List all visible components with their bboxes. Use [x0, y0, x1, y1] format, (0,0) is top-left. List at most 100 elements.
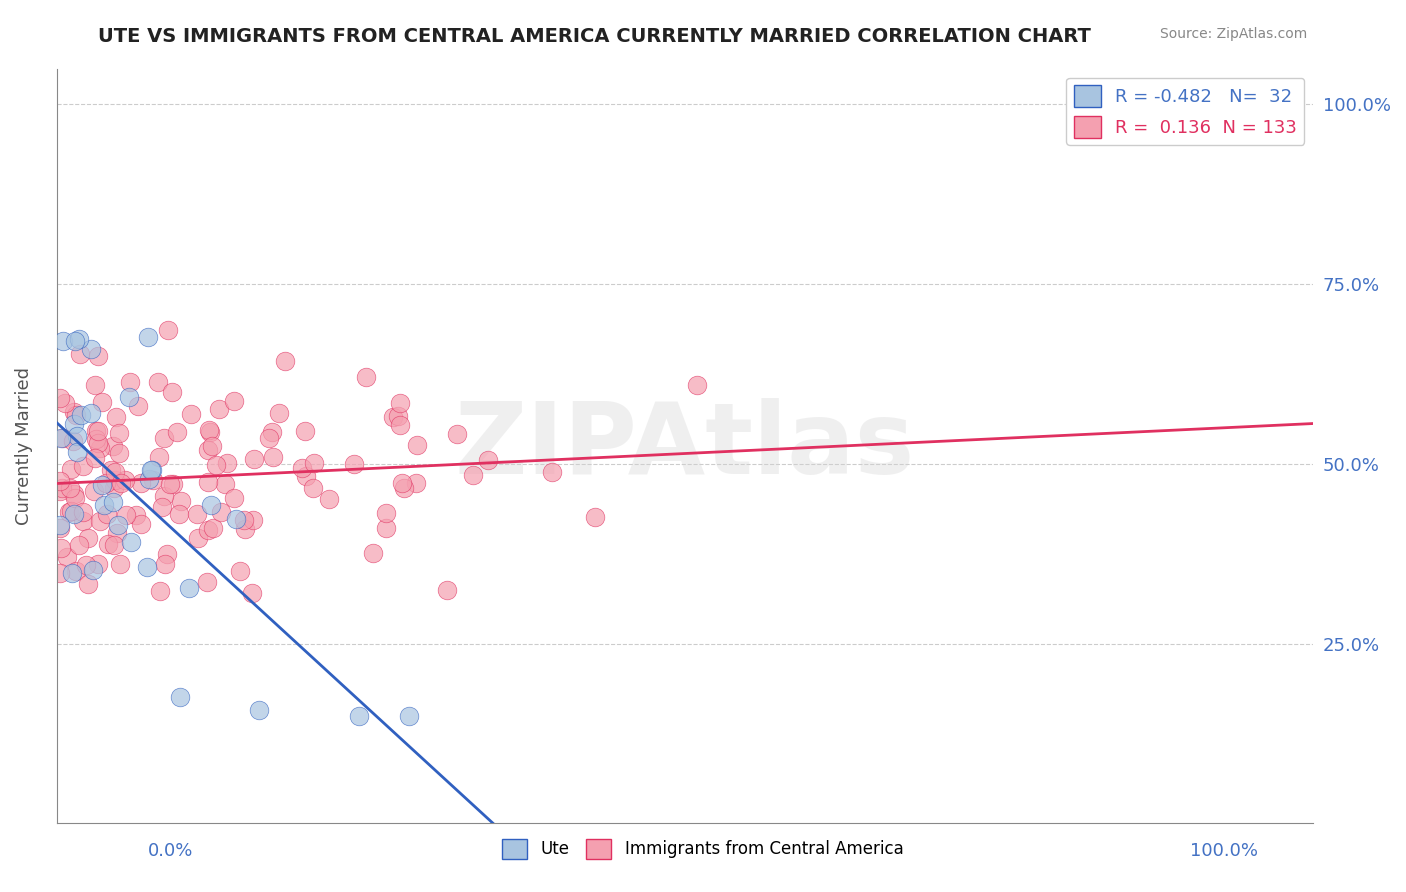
Point: [62, 434, 84, 448]
Point: [96, 508, 118, 522]
Point: [149, 583, 172, 598]
Point: [318, 491, 340, 506]
Point: [129, 516, 152, 531]
Point: [200, 498, 222, 512]
Point: [156, 547, 179, 561]
Point: [93, 498, 115, 512]
Point: [477, 452, 499, 467]
Point: [388, 396, 411, 410]
Point: [186, 508, 208, 522]
Point: [200, 439, 222, 453]
Point: [157, 323, 180, 337]
Point: [141, 463, 163, 477]
Point: [62, 417, 84, 432]
Point: [162, 384, 184, 399]
Point: [387, 409, 409, 423]
Point: [89, 515, 111, 529]
Point: [354, 370, 377, 384]
Point: [103, 538, 125, 552]
Point: [69, 347, 91, 361]
Point: [86, 424, 108, 438]
Point: [103, 495, 125, 509]
Point: [84, 378, 107, 392]
Point: [685, 378, 707, 392]
Point: [302, 482, 325, 496]
Point: [197, 442, 219, 457]
Point: [87, 349, 110, 363]
Point: [62, 508, 84, 522]
Point: [394, 482, 416, 496]
Point: [233, 513, 256, 527]
Point: [65, 409, 87, 423]
Point: [257, 431, 280, 445]
Point: [49, 521, 72, 535]
Point: [63, 491, 86, 505]
Point: [540, 466, 562, 480]
Point: [76, 531, 98, 545]
Point: [177, 581, 200, 595]
Point: [63, 487, 86, 501]
Point: [49, 517, 72, 532]
Point: [170, 493, 193, 508]
Point: [146, 375, 169, 389]
Point: [69, 408, 91, 422]
Point: [100, 463, 122, 477]
Point: [108, 558, 131, 572]
Point: [65, 564, 87, 578]
Point: [361, 546, 384, 560]
Point: [104, 410, 127, 425]
Point: [228, 564, 250, 578]
Text: 100.0%: 100.0%: [1191, 842, 1258, 860]
Point: [89, 441, 111, 455]
Point: [167, 507, 190, 521]
Point: [91, 477, 114, 491]
Point: [110, 475, 132, 490]
Point: [52, 431, 75, 445]
Point: [405, 437, 427, 451]
Point: [66, 445, 89, 459]
Point: [382, 409, 405, 424]
Point: [104, 465, 127, 479]
Point: [197, 475, 219, 490]
Point: [107, 425, 129, 440]
Point: [75, 558, 97, 572]
Point: [104, 473, 127, 487]
Point: [67, 538, 90, 552]
Point: [209, 505, 232, 519]
Point: [197, 574, 219, 589]
Point: [60, 566, 83, 581]
Point: [58, 505, 80, 519]
Point: [198, 423, 221, 437]
Point: [152, 489, 174, 503]
Point: [267, 406, 290, 420]
Point: [294, 424, 316, 438]
Point: [138, 329, 160, 343]
Point: [129, 476, 152, 491]
Point: [150, 500, 173, 515]
Point: [51, 431, 73, 445]
Point: [49, 484, 72, 499]
Legend: R = -0.482   N=  32, R =  0.136  N = 133: R = -0.482 N= 32, R = 0.136 N = 133: [1066, 78, 1305, 145]
Point: [159, 477, 181, 491]
Point: [60, 462, 83, 476]
Point: [72, 459, 94, 474]
Point: [180, 407, 202, 421]
Point: [343, 458, 366, 472]
Point: [187, 531, 209, 545]
Point: [217, 456, 239, 470]
Point: [67, 333, 90, 347]
Point: [461, 467, 484, 482]
Point: [87, 557, 110, 571]
Point: [142, 473, 165, 487]
Point: [80, 405, 103, 419]
Point: [291, 461, 314, 475]
Point: [233, 521, 256, 535]
Point: [347, 708, 370, 723]
Text: UTE VS IMMIGRANTS FROM CENTRAL AMERICA CURRENTLY MARRIED CORRELATION CHART: UTE VS IMMIGRANTS FROM CENTRAL AMERICA C…: [98, 27, 1091, 45]
Text: Source: ZipAtlas.com: Source: ZipAtlas.com: [1160, 27, 1308, 41]
Point: [84, 424, 107, 438]
Point: [222, 491, 245, 506]
Point: [105, 526, 128, 541]
Point: [374, 506, 396, 520]
Point: [153, 431, 176, 445]
